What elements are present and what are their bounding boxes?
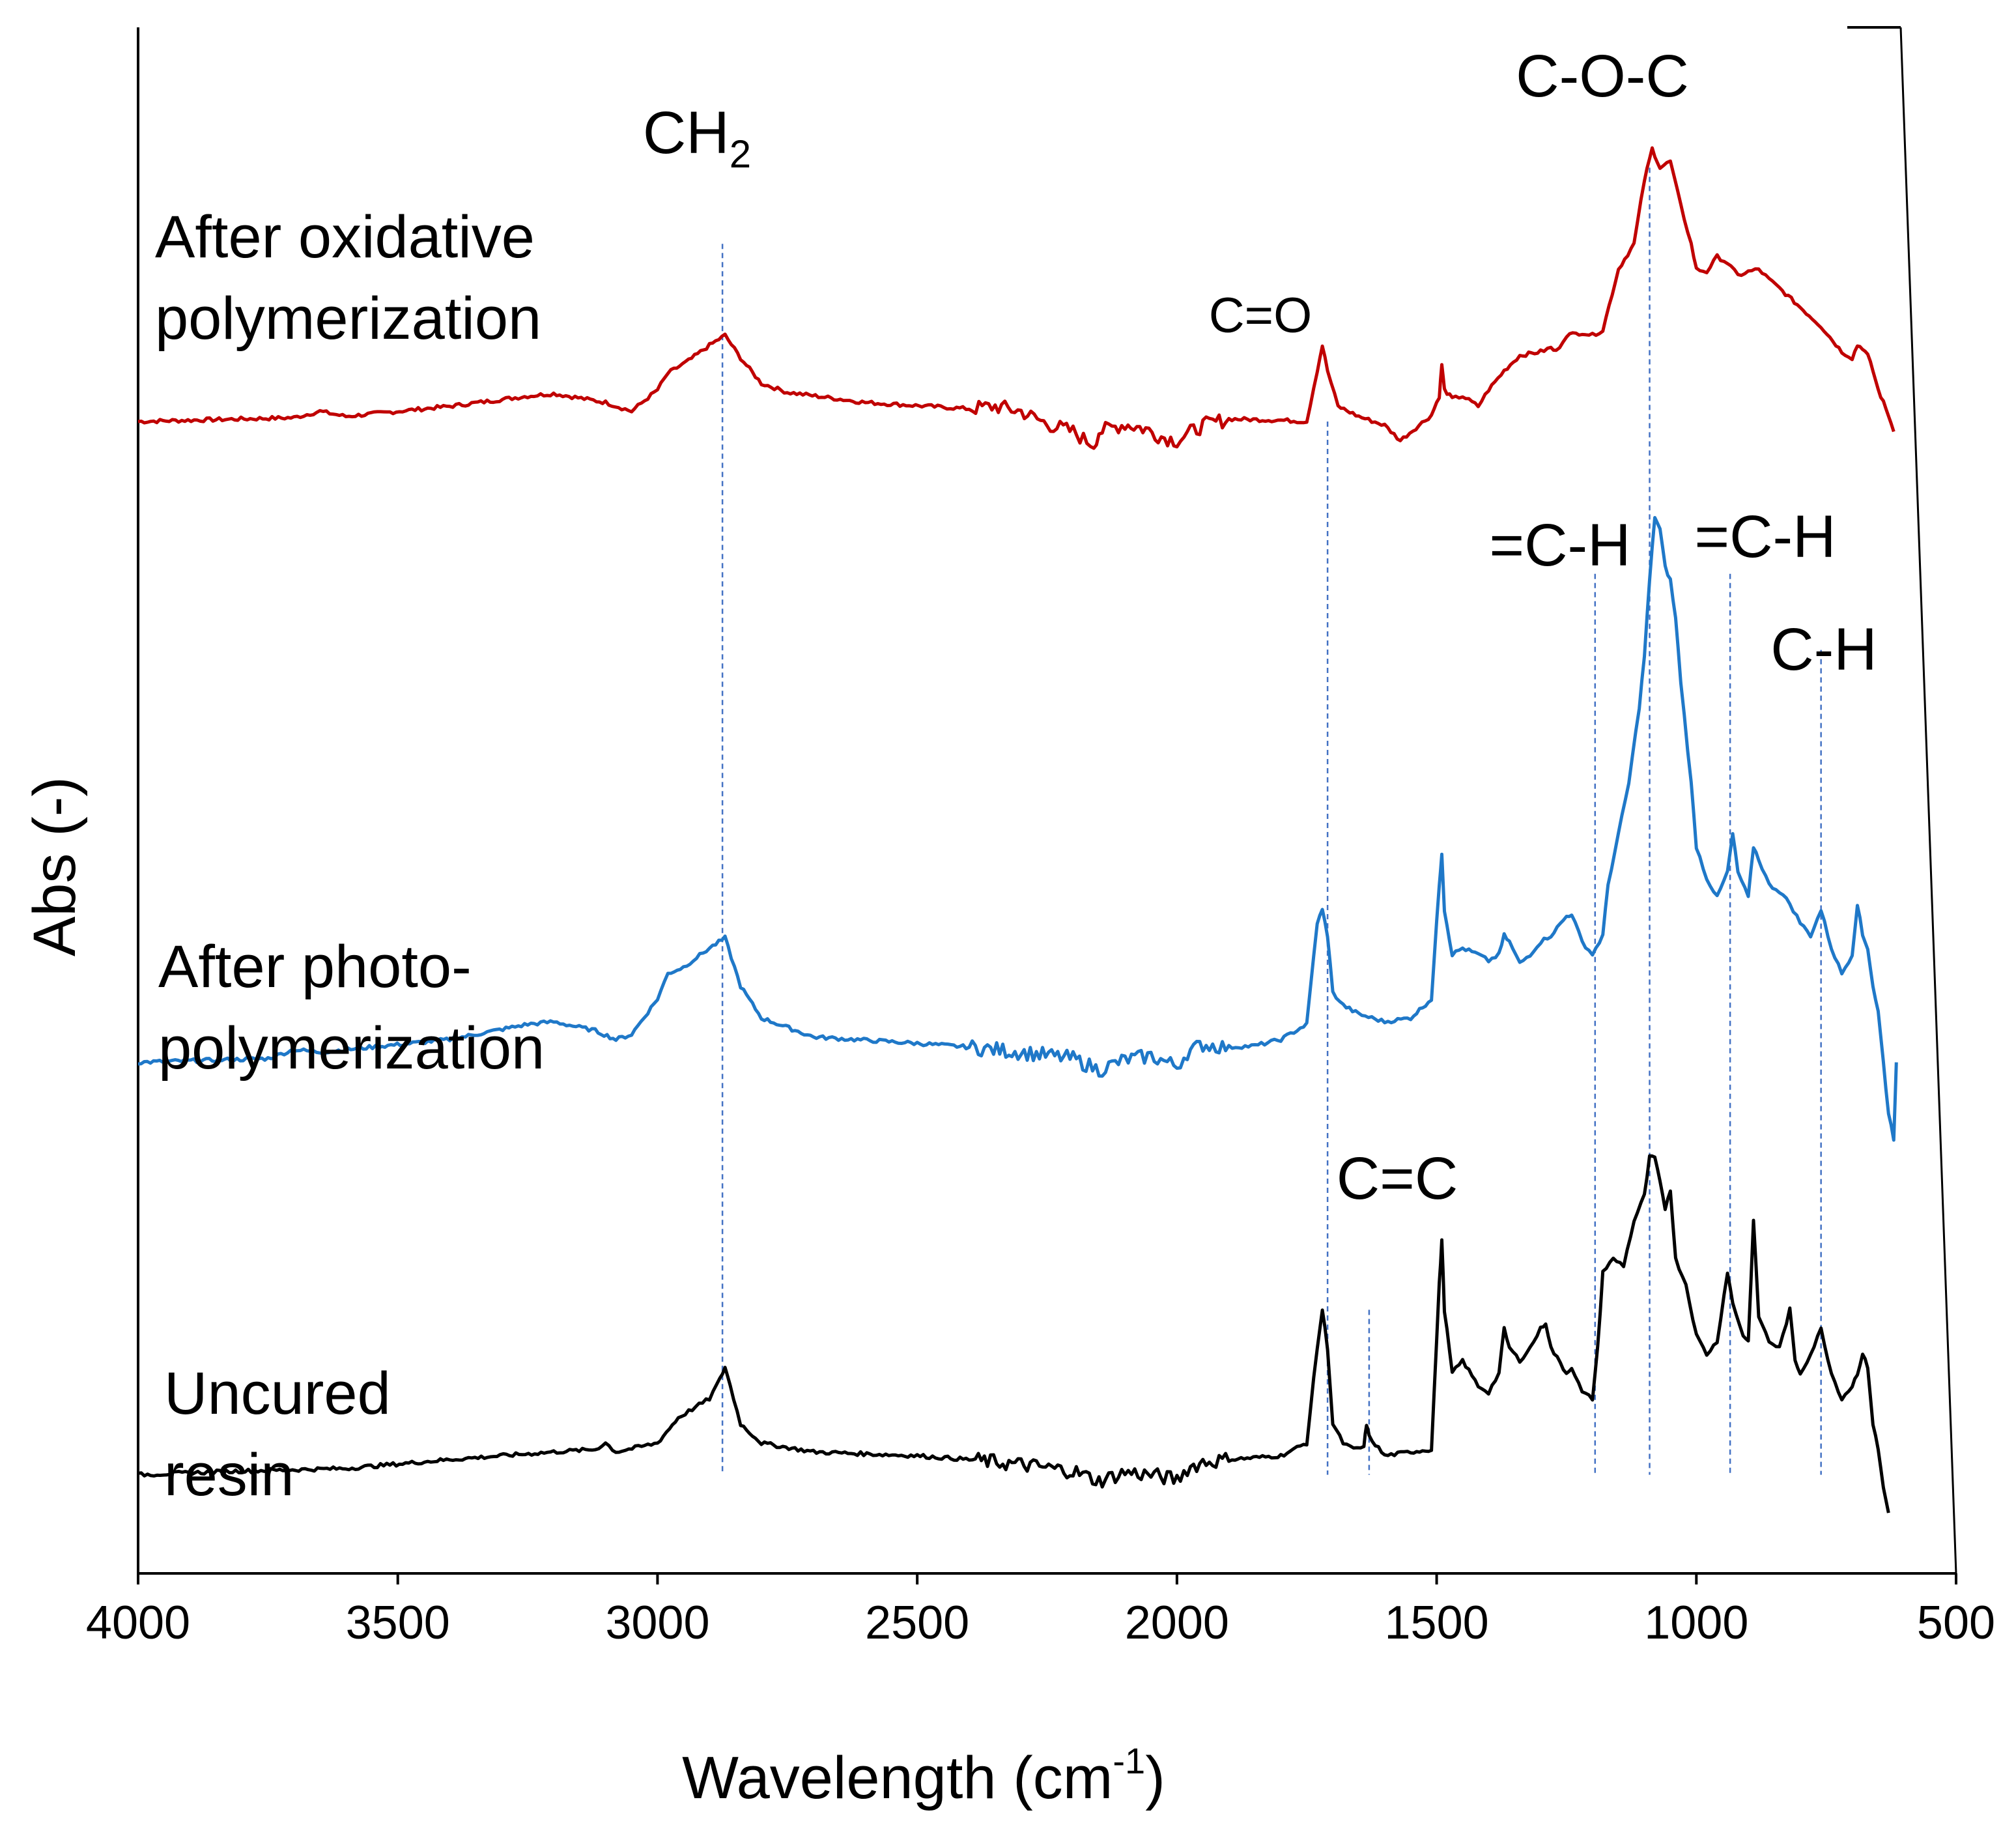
x-axis-title: Wavelength (cm-1) <box>682 1740 1165 1811</box>
x-axis-title-main: Wavelength (cm <box>682 1745 1113 1811</box>
peak-label: C-O-C <box>1516 43 1689 109</box>
x-axis-title-close: ) <box>1145 1745 1165 1811</box>
series-lines <box>137 146 1898 1513</box>
peak-label-text: =C-H <box>1489 512 1630 579</box>
series-labels: After oxidative polymerization After photo… <box>155 204 545 1508</box>
x-tick-label: 4000 <box>86 1597 190 1649</box>
x-tick-label: 2500 <box>865 1597 969 1649</box>
series-label-line1: After photo- <box>158 934 472 1000</box>
x-tick-label: 500 <box>1917 1597 1995 1649</box>
series-label-line1: Uncured <box>164 1360 391 1427</box>
x-tick-label: 3500 <box>346 1597 450 1649</box>
series-line <box>137 1154 1890 1513</box>
peak-lines <box>721 167 1822 1475</box>
peak-label-sub: 2 <box>730 132 751 176</box>
peak-label: =C-H <box>1694 504 1836 570</box>
series-line <box>137 146 1895 450</box>
peak-label: =C-H <box>1489 512 1630 579</box>
x-ticks: 4000 3500 3000 2500 2000 1500 1000 500 <box>86 1573 1995 1649</box>
x-tick-label: 1000 <box>1644 1597 1748 1649</box>
peak-label: C=O <box>1209 288 1312 343</box>
peak-label: C=C <box>1337 1145 1458 1212</box>
peak-label-text: C=C <box>1337 1145 1458 1212</box>
y-axis-title: Abs (-) <box>21 777 88 956</box>
peak-labels: CH2 C=O C-O-C =C-H =C-H C-H C=C <box>643 43 1877 1212</box>
x-tick-label: 2000 <box>1125 1597 1229 1649</box>
peak-label-text: C=O <box>1209 288 1312 343</box>
peak-label-text: C-H <box>1770 616 1877 683</box>
peak-label: CH2 <box>643 100 751 176</box>
peak-label-text: CH <box>643 100 730 166</box>
series-label-line2: polymerization <box>158 1015 545 1082</box>
x-tick-label: 3000 <box>605 1597 709 1649</box>
series-line <box>137 516 1898 1142</box>
series-label-line2: polymerization <box>155 285 541 352</box>
series-label-line2: resin <box>164 1442 294 1508</box>
x-tick-label: 1500 <box>1384 1597 1488 1649</box>
x-axis-title-sup: -1 <box>1113 1740 1145 1781</box>
right-frame-line <box>1899 27 1957 1574</box>
peak-label-text: C-O-C <box>1516 43 1689 109</box>
series-label-line1: After oxidative <box>155 204 535 270</box>
peak-label: C-H <box>1770 616 1877 683</box>
peak-label-text: =C-H <box>1694 504 1836 570</box>
